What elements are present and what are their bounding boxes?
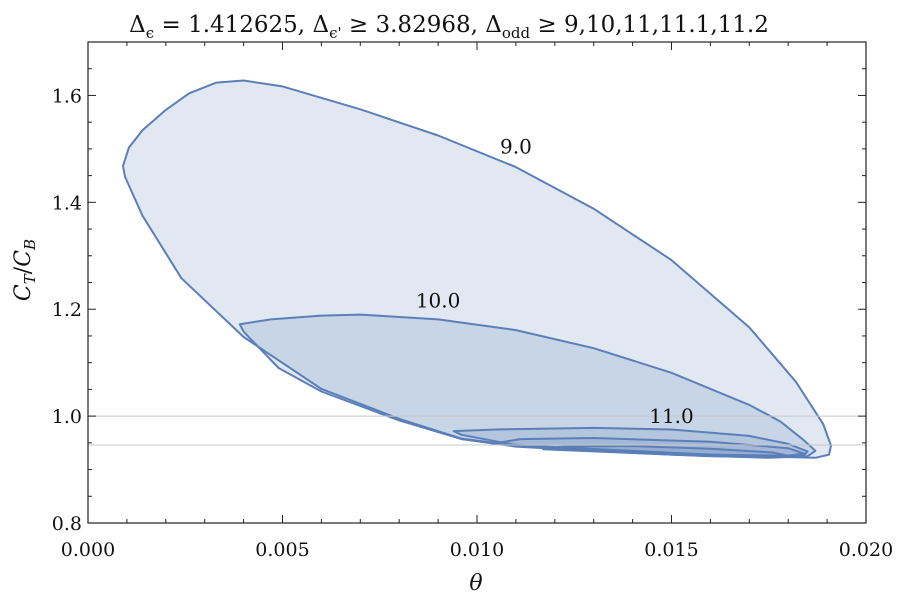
reference-lines <box>88 415 866 446</box>
title-delta-eps: Δ <box>129 12 146 38</box>
title-odd-values: ≥ 9,10,11,11.1,11.2 <box>530 12 769 38</box>
title-sub-odd: odd <box>502 24 531 42</box>
x-tick-label: 0.020 <box>839 539 893 561</box>
region-label-1: 10.0 <box>416 289 461 313</box>
x-tick-label: 0.015 <box>644 539 698 561</box>
x-tick-label: 0.010 <box>450 539 504 561</box>
y-label-c: C <box>11 284 36 301</box>
y-tick-label: 1.0 <box>52 406 82 428</box>
x-tick-label: 0.000 <box>61 539 115 561</box>
title-delta-odd: Δ <box>485 12 502 38</box>
y-tick-label: 1.6 <box>52 85 82 107</box>
y-label-slash: / <box>11 266 36 274</box>
allowed-regions <box>122 79 832 459</box>
title-sub-epsp: ϵ' <box>329 24 342 42</box>
y-tick-label: 1.4 <box>52 192 82 214</box>
region-10.0 <box>238 313 817 459</box>
y-axis-label: CT/CB <box>11 239 39 301</box>
y-tick-label: 0.8 <box>52 513 82 535</box>
x-tick-label: 0.005 <box>255 539 309 561</box>
y-label-sub-b: B <box>21 239 39 251</box>
region-inner-4 <box>542 445 790 459</box>
y-tick-label: 1.2 <box>52 299 82 321</box>
region-9.0 <box>122 79 832 459</box>
region-label-2: 11.0 <box>649 404 694 428</box>
title-delta-epsp: Δ <box>312 12 329 38</box>
region-labels: 9.0 10.0 11.0 <box>416 135 694 428</box>
title-eps-value: = 1.412625, <box>154 12 312 38</box>
chart-title: Δϵ = 1.412625, Δϵ' ≥ 3.82968, Δodd ≥ 9,1… <box>129 12 769 42</box>
title-sub-eps: ϵ <box>146 24 154 42</box>
y-label-sub-t: T <box>21 273 39 284</box>
y-label-c2: C <box>11 250 36 267</box>
x-axis-label: θ <box>469 571 482 596</box>
axis-ticks: 0.000 0.005 0.010 0.015 0.020 0.8 1.0 1.2 1.4 1.6 <box>52 42 893 561</box>
title-epsp-value: ≥ 3.82968, <box>342 12 486 38</box>
region-label-0: 9.0 <box>500 135 532 159</box>
